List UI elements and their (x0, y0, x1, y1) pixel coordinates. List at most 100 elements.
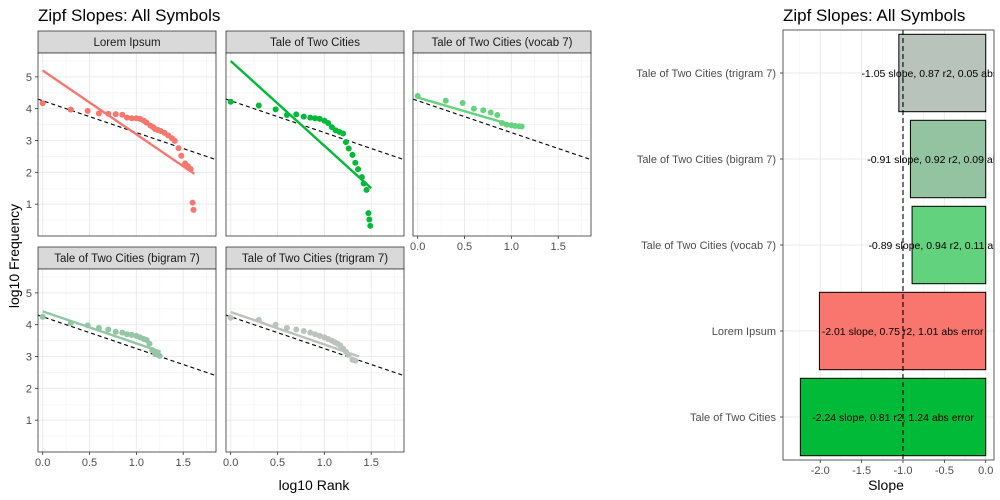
data-point (352, 159, 359, 166)
x-tick-label: 0.0 (410, 241, 425, 253)
facet-panel: Lorem Ipsum 1 2 3 4 5 (26, 30, 217, 237)
bar-value-label: -2.01 slope, 0.75 r2, 1.01 abs error (822, 326, 984, 338)
panel-background (413, 53, 591, 236)
data-point (128, 331, 135, 338)
data-point (146, 340, 153, 347)
y-tick-label: 4 (26, 320, 32, 332)
data-point (470, 105, 477, 112)
data-point (365, 210, 372, 217)
x-tick-label: 1.5 (176, 457, 191, 469)
data-point (307, 114, 314, 121)
y-tick-label: 3 (26, 352, 32, 364)
data-point (124, 114, 130, 121)
facet-panel: Tale of Two Cities (225, 30, 405, 237)
category-label: Tale of Two Cities (vocab 7) (641, 240, 776, 252)
y-tick-label: 1 (26, 415, 32, 427)
data-point (189, 199, 196, 206)
y-tick-label: 2 (26, 167, 32, 179)
data-point (366, 216, 373, 223)
data-point (442, 97, 449, 104)
data-point (312, 331, 318, 338)
y-tick-label: 3 (26, 136, 32, 148)
data-point (175, 145, 182, 152)
panel-border (37, 268, 217, 453)
panel-border (37, 52, 217, 237)
panel-background (38, 269, 216, 452)
bar-value-label: -0.91 slope, 0.92 r2, 0.09 abs error (867, 154, 1000, 166)
data-point (105, 326, 112, 333)
fit-line (42, 69, 196, 175)
data-point (255, 102, 262, 109)
x-tick-label: 0.5 (82, 457, 97, 469)
panel-background (226, 269, 404, 452)
x-tick-label: 1.0 (504, 241, 519, 253)
slope-bar-chart: Zipf Slopes: All Symbols Slope -1.05 slo… (636, 6, 1000, 493)
data-point (312, 115, 318, 122)
data-point (340, 130, 347, 137)
data-point (124, 331, 130, 338)
data-point (67, 106, 74, 113)
data-point (316, 332, 323, 339)
category-label: Tale of Two Cities (bigram 7) (637, 154, 776, 166)
y-tick-label: 2 (26, 383, 32, 395)
facet-chart: Zipf Slopes: All Symbols log10 Rank log1… (6, 6, 592, 493)
data-point (307, 329, 314, 336)
data-point (367, 222, 374, 229)
data-point (283, 324, 290, 331)
data-point (227, 98, 234, 105)
facet-strip-label: Tale of Two Cities (270, 37, 360, 49)
x-tick-label: -1.0 (893, 465, 912, 477)
data-point (293, 326, 300, 333)
x-tick-label: 1.5 (551, 241, 566, 253)
reference-line (412, 98, 592, 161)
fit-line (417, 96, 523, 129)
x-tick-label: 0.0 (35, 457, 50, 469)
data-point (227, 314, 234, 321)
y-tick-label: 5 (26, 72, 32, 84)
x-tick-label: 1.0 (129, 457, 144, 469)
x-tick-label: 0.5 (457, 241, 472, 253)
x-tick-label: 1.5 (364, 457, 379, 469)
data-point (95, 110, 102, 117)
panel-background (38, 53, 216, 236)
x-tick-label: 0.0 (978, 465, 993, 477)
bar-labels: -1.05 slope, 0.87 r2, 0.05 abs error -0.9… (812, 68, 1000, 424)
fit-line (229, 60, 373, 190)
facet-strip-label: Tale of Two Cities (trigram 7) (242, 253, 388, 265)
x-tick-label: -1.5 (852, 465, 871, 477)
fit-line (230, 310, 360, 358)
y-tick-label: 5 (26, 288, 32, 300)
panel-border (412, 52, 592, 237)
slope-bar (799, 377, 987, 457)
slope-axis-title: Slope (868, 477, 904, 493)
data-point (128, 115, 135, 122)
x-tick-label: 1.0 (317, 457, 332, 469)
bar-value-label: -0.89 slope, 0.94 r2, 0.11 abs error (868, 240, 1000, 252)
data-point (352, 357, 359, 364)
data-point (459, 99, 466, 106)
data-point (300, 113, 307, 120)
x-tick-label: -0.5 (935, 465, 954, 477)
x-tick-label: -2.0 (811, 465, 830, 477)
left-chart-title: Zipf Slopes: All Symbols (38, 6, 220, 25)
data-point (316, 115, 323, 122)
data-point (112, 328, 119, 335)
data-point (342, 139, 349, 146)
data-point (156, 352, 163, 359)
x-tick-label: 0.0 (223, 457, 238, 469)
y-tick-label: 4 (26, 104, 32, 116)
data-point (171, 137, 178, 144)
y-tick-label: 1 (26, 199, 32, 211)
data-point (119, 111, 126, 118)
y-axis-title: log10 Frequency (6, 204, 22, 308)
data-point (119, 329, 126, 336)
bar-value-label: -2.24 slope, 0.81 r2, 1.24 abs error (812, 412, 974, 424)
slope-bar (911, 205, 987, 285)
data-point (355, 166, 362, 173)
data-point (487, 109, 494, 116)
slope-bar (898, 33, 987, 113)
facet-strip-label: Tale of Two Cities (bigram 7) (54, 253, 200, 265)
data-point (84, 107, 91, 114)
category-label: Lorem Ipsum (712, 326, 776, 338)
